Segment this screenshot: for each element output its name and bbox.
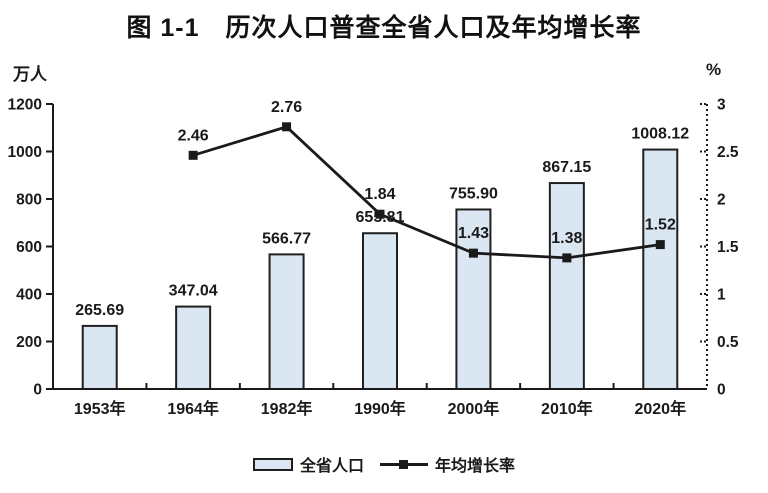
bar-value-label: 755.90 [449, 185, 498, 202]
line-marker-2000年 [468, 248, 478, 258]
right-axis-tick-label: 1 [717, 287, 726, 304]
x-axis-category-label: 1964年 [167, 399, 219, 418]
right-axis-tick-label: 0 [717, 382, 726, 399]
right-axis-tick-label: 0.5 [717, 334, 739, 351]
right-axis-tick-label: 2.5 [717, 144, 739, 161]
right-axis-unit-label: % [706, 60, 722, 79]
left-axis-tick-label: 600 [16, 239, 42, 256]
right-axis-tick-label: 2 [717, 192, 726, 209]
bar-1990年 [362, 232, 398, 390]
bar-value-label: 265.69 [75, 302, 124, 319]
legend-line-marker-icon [399, 459, 408, 469]
bar-1953年 [81, 324, 118, 390]
x-axis-category-label: 1990年 [354, 399, 406, 418]
bar-value-label: 655.81 [356, 209, 405, 226]
legend-item-growth-rate: 年均增长率 [380, 452, 515, 476]
x-axis-category-label: 1982年 [261, 399, 313, 418]
line-marker-2010年 [562, 253, 572, 263]
x-axis-category-label: 2020年 [634, 399, 686, 418]
x-axis-category-label: 2010年 [541, 399, 593, 418]
left-axis-tick-label: 200 [16, 334, 42, 351]
line-value-label: 2.76 [271, 99, 302, 116]
bar-1964年 [175, 305, 212, 390]
left-axis-tick-label: 1000 [8, 144, 42, 161]
right-axis-tick-label: 1.5 [717, 239, 739, 256]
line-value-label: 1.52 [645, 217, 676, 234]
line-marker-1982年 [282, 122, 292, 132]
left-axis-tick-label: 1200 [8, 97, 42, 114]
legend-line-swatch-icon [380, 459, 428, 469]
bar-2020年 [642, 148, 679, 390]
line-marker-1990年 [375, 209, 385, 219]
line-marker-1964年 [188, 150, 198, 160]
left-axis-unit-label: 万人 [13, 65, 47, 84]
x-axis-category-label: 1953年 [74, 399, 126, 418]
legend-bar-swatch-icon [252, 457, 293, 471]
bar-1982年 [268, 253, 305, 390]
bar-2000年 [455, 208, 492, 390]
legend-label-growth-rate: 年均增长率 [435, 458, 516, 475]
line-value-label: 1.38 [551, 230, 582, 247]
legend: 全省人口 年均增长率 [0, 452, 768, 476]
bar-value-label: 347.04 [169, 283, 218, 300]
chart-title: 图 1-1 历次人口普查全省人口及年均增长率 [126, 14, 642, 42]
legend-item-population: 全省人口 [252, 452, 364, 476]
left-axis-tick-label: 0 [33, 382, 42, 399]
line-value-label: 1.43 [458, 225, 489, 242]
growth-rate-line [192, 125, 661, 260]
line-value-label: 2.46 [178, 127, 209, 144]
line-value-label: 1.84 [364, 186, 395, 203]
left-axis-tick-label: 800 [16, 192, 42, 209]
bar-value-label: 566.77 [262, 230, 311, 247]
line-marker-2020年 [655, 240, 665, 250]
bar-2010年 [548, 182, 585, 390]
right-axis-tick-label: 3 [717, 97, 726, 114]
bar-value-label: 1008.12 [631, 126, 689, 143]
bar-value-label: 867.15 [542, 159, 591, 176]
x-axis-category-label: 2000年 [448, 399, 500, 418]
legend-label-population: 全省人口 [299, 458, 364, 475]
left-axis-tick-label: 400 [16, 287, 42, 304]
